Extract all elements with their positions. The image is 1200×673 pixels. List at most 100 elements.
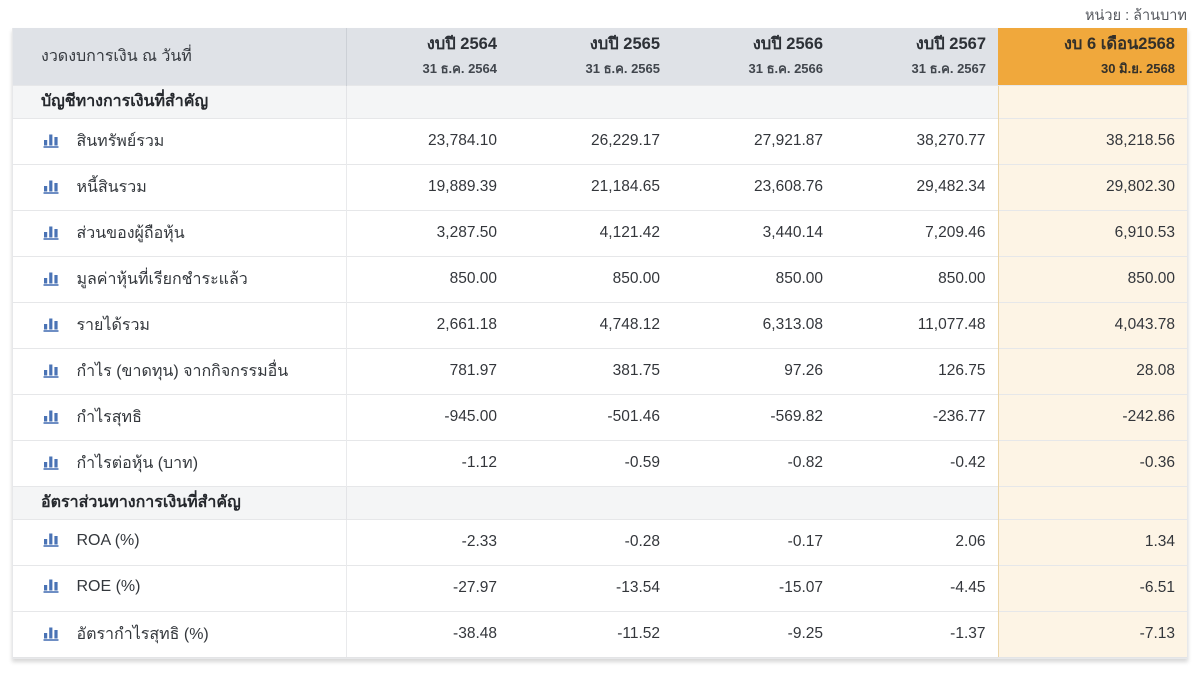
- value-cell: 781.97: [346, 348, 509, 394]
- table-row: รายได้รวม 2,661.184,748.126,313.0811,077…: [13, 302, 1187, 348]
- unit-note: หน่วย : ล้านบาท: [1085, 4, 1187, 27]
- value-cell: 850.00: [509, 256, 672, 302]
- value-cell: 23,608.76: [672, 164, 835, 210]
- header-year-subtitle: 31 ธ.ค. 2567: [835, 58, 986, 79]
- header-year-subtitle: 31 ธ.ค. 2565: [509, 58, 660, 79]
- section-spacer: [346, 486, 998, 519]
- value-cell: 6,910.53: [998, 210, 1187, 256]
- value-cell: -1.12: [346, 440, 509, 486]
- value-cell: -27.97: [346, 565, 509, 611]
- value-cell: 4,043.78: [998, 302, 1187, 348]
- row-label: ROA (%): [76, 532, 139, 549]
- header-year-column: งบปี 2565 31 ธ.ค. 2565: [509, 28, 672, 85]
- header-year-title: งบปี 2567: [835, 34, 986, 55]
- value-cell: 850.00: [672, 256, 835, 302]
- row-label-cell: อัตรากำไรสุทธิ (%): [13, 611, 346, 657]
- value-cell: 4,121.42: [509, 210, 672, 256]
- row-label-cell: ROE (%): [13, 565, 346, 611]
- table-row: กำไร (ขาดทุน) จากกิจกรรมอื่น 781.97381.7…: [13, 348, 1187, 394]
- value-cell: 6,313.08: [672, 302, 835, 348]
- value-cell: -569.82: [672, 394, 835, 440]
- bar-chart-icon[interactable]: [43, 532, 60, 552]
- header-year-title: งบปี 2565: [509, 34, 660, 55]
- value-cell: 7,209.46: [835, 210, 998, 256]
- value-cell: 38,218.56: [998, 118, 1187, 164]
- value-cell: 2,661.18: [346, 302, 509, 348]
- table-row: สินทรัพย์รวม 23,784.1026,229.1727,921.87…: [13, 118, 1187, 164]
- value-cell: -0.36: [998, 440, 1187, 486]
- bar-chart-icon[interactable]: [43, 363, 60, 383]
- row-label: หนี้สินรวม: [76, 179, 146, 196]
- value-cell: -2.33: [346, 519, 509, 565]
- section-title: บัญชีทางการเงินที่สำคัญ: [13, 85, 346, 118]
- value-cell: -1.37: [835, 611, 998, 657]
- table-row: กำไรต่อหุ้น (บาท) -1.12-0.59-0.82-0.42-0…: [13, 440, 1187, 486]
- row-label-cell: ROA (%): [13, 519, 346, 565]
- value-cell: 26,229.17: [509, 118, 672, 164]
- table-row: หนี้สินรวม 19,889.3921,184.6523,608.7629…: [13, 164, 1187, 210]
- value-cell: 850.00: [998, 256, 1187, 302]
- value-cell: 38,270.77: [835, 118, 998, 164]
- bar-chart-icon[interactable]: [43, 225, 60, 245]
- table-header-row: งวดงบการเงิน ณ วันที่ งบปี 2564 31 ธ.ค. …: [13, 28, 1187, 85]
- value-cell: -0.42: [835, 440, 998, 486]
- value-cell: 4,748.12: [509, 302, 672, 348]
- row-label-cell: สินทรัพย์รวม: [13, 118, 346, 164]
- row-label: ROE (%): [76, 578, 140, 595]
- value-cell: -15.07: [672, 565, 835, 611]
- table-body: บัญชีทางการเงินที่สำคัญ สินทรัพย์รวม 23,…: [13, 85, 1187, 657]
- value-cell: 126.75: [835, 348, 998, 394]
- value-cell: -0.17: [672, 519, 835, 565]
- bar-chart-icon[interactable]: [43, 578, 60, 598]
- row-label: กำไรสุทธิ: [76, 409, 141, 426]
- table-row: ROE (%) -27.97-13.54-15.07-4.45-6.51: [13, 565, 1187, 611]
- row-label-cell: ส่วนของผู้ถือหุ้น: [13, 210, 346, 256]
- value-cell: 850.00: [835, 256, 998, 302]
- header-year-title: งบ 6 เดือน2568: [998, 34, 1175, 55]
- value-cell: 19,889.39: [346, 164, 509, 210]
- row-label-cell: มูลค่าหุ้นที่เรียกชำระแล้ว: [13, 256, 346, 302]
- value-cell: -4.45: [835, 565, 998, 611]
- bar-chart-icon[interactable]: [43, 409, 60, 429]
- header-period-label: งวดงบการเงิน ณ วันที่: [13, 28, 346, 85]
- value-cell: -6.51: [998, 565, 1187, 611]
- value-cell: -945.00: [346, 394, 509, 440]
- value-cell: -11.52: [509, 611, 672, 657]
- bar-chart-icon[interactable]: [43, 626, 60, 646]
- header-year-column: งบปี 2564 31 ธ.ค. 2564: [346, 28, 509, 85]
- section-spacer-highlight: [998, 85, 1187, 118]
- row-label: มูลค่าหุ้นที่เรียกชำระแล้ว: [76, 271, 247, 288]
- header-year-column: งบปี 2566 31 ธ.ค. 2566: [672, 28, 835, 85]
- bar-chart-icon[interactable]: [43, 271, 60, 291]
- row-label-cell: หนี้สินรวม: [13, 164, 346, 210]
- value-cell: -0.82: [672, 440, 835, 486]
- row-label: รายได้รวม: [76, 317, 150, 334]
- value-cell: -7.13: [998, 611, 1187, 657]
- value-cell: 1.34: [998, 519, 1187, 565]
- value-cell: 11,077.48: [835, 302, 998, 348]
- value-cell: 381.75: [509, 348, 672, 394]
- financial-table-wrap: งวดงบการเงิน ณ วันที่ งบปี 2564 31 ธ.ค. …: [12, 28, 1188, 659]
- section-title: อัตราส่วนทางการเงินที่สำคัญ: [13, 486, 346, 519]
- value-cell: -236.77: [835, 394, 998, 440]
- row-label-cell: รายได้รวม: [13, 302, 346, 348]
- bar-chart-icon[interactable]: [43, 133, 60, 153]
- table-row: มูลค่าหุ้นที่เรียกชำระแล้ว 850.00850.008…: [13, 256, 1187, 302]
- bar-chart-icon[interactable]: [43, 455, 60, 475]
- bar-chart-icon[interactable]: [43, 179, 60, 199]
- header-year-title: งบปี 2564: [347, 34, 498, 55]
- header-year-title: งบปี 2566: [672, 34, 823, 55]
- bar-chart-icon[interactable]: [43, 317, 60, 337]
- section-header-row: อัตราส่วนทางการเงินที่สำคัญ: [13, 486, 1187, 519]
- table-row: อัตรากำไรสุทธิ (%) -38.48-11.52-9.25-1.3…: [13, 611, 1187, 657]
- value-cell: 97.26: [672, 348, 835, 394]
- row-label: อัตรากำไรสุทธิ (%): [76, 626, 208, 643]
- table-row: ส่วนของผู้ถือหุ้น 3,287.504,121.423,440.…: [13, 210, 1187, 256]
- value-cell: -38.48: [346, 611, 509, 657]
- value-cell: 2.06: [835, 519, 998, 565]
- value-cell: -9.25: [672, 611, 835, 657]
- row-label: ส่วนของผู้ถือหุ้น: [76, 225, 184, 242]
- value-cell: 3,440.14: [672, 210, 835, 256]
- value-cell: -0.28: [509, 519, 672, 565]
- row-label-cell: กำไร (ขาดทุน) จากกิจกรรมอื่น: [13, 348, 346, 394]
